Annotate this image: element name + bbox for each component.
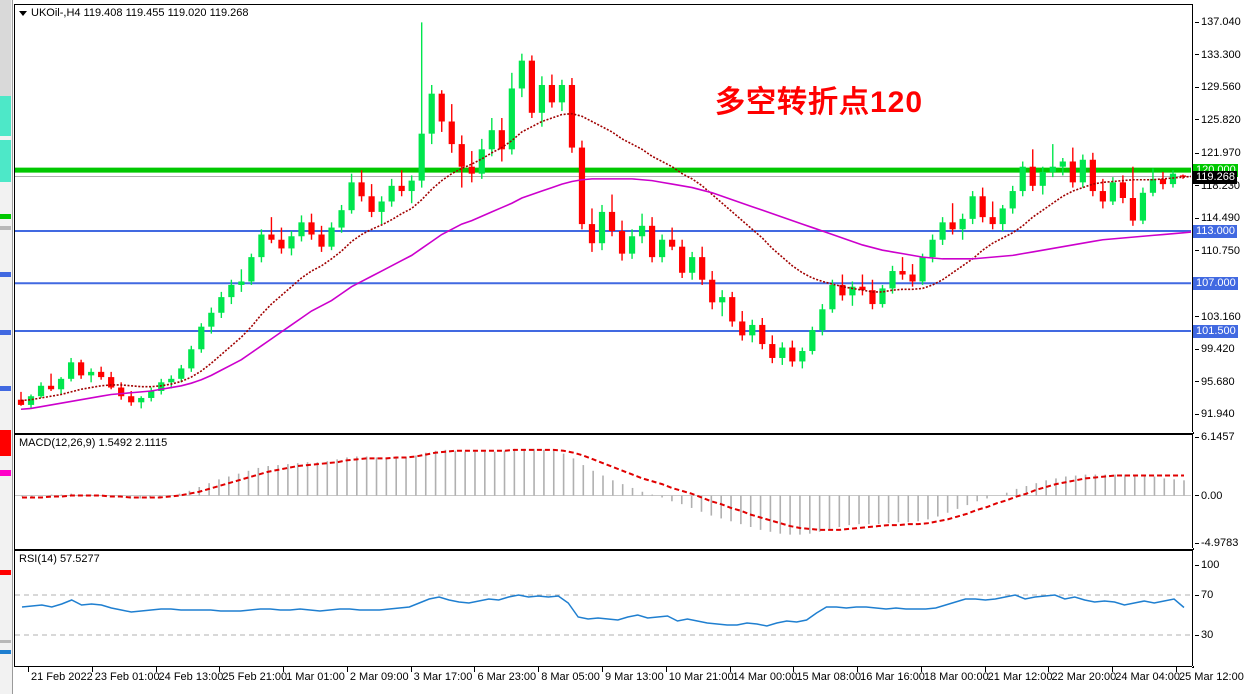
time-axis-tick — [793, 667, 795, 672]
time-axis-tick — [91, 667, 93, 672]
time-axis-label: 23 Feb 01:00 — [94, 671, 160, 683]
rsi-axis[interactable]: 100 70 30 — [1192, 550, 1246, 666]
strip-segment — [0, 96, 11, 136]
time-axis-label: 16 Mar 16:00 — [860, 671, 925, 683]
rsi-plot-area — [15, 551, 1193, 667]
axis-tick-label: 133.300 — [1195, 49, 1241, 61]
strip-segment — [0, 640, 11, 643]
rsi-axis-tick: 100 — [1195, 560, 1219, 571]
strip-segment — [0, 570, 11, 575]
price-chart-pane[interactable]: UKOil-,H4 119.408 119.455 119.020 119.26… — [14, 4, 1194, 434]
time-axis-tick — [729, 667, 731, 672]
time-axis-label: 15 Mar 08:00 — [796, 671, 862, 683]
time-axis-tick — [219, 667, 221, 672]
time-axis-label: 14 Mar 00:00 — [732, 671, 798, 683]
time-axis-label: 9 Mar 13:00 — [605, 671, 664, 683]
macd-plot-area — [15, 435, 1193, 549]
time-axis-label: 24 Feb 13:00 — [158, 671, 224, 683]
time-axis-label: 6 Mar 23:00 — [477, 671, 537, 683]
axis-tick-label: 110.750 — [1195, 245, 1240, 257]
strip-segment — [0, 330, 11, 335]
rsi-axis-tick: 30 — [1195, 630, 1213, 641]
axis-tick-label: 137.040 — [1195, 17, 1241, 28]
time-axis-tick — [665, 667, 667, 672]
time-axis-tick — [538, 667, 540, 672]
time-axis[interactable]: 21 Feb 2022 23 Feb 01:00 24 Feb 13:00 25 Fe… — [14, 666, 1244, 695]
time-axis-label: 10 Mar 21:00 — [668, 671, 734, 683]
axis-tick-label: 99.420 — [1195, 344, 1235, 355]
macd-pane-label: MACD(12,26,9) 1.5492 2.1115 — [19, 437, 168, 449]
strip-segment — [0, 140, 11, 182]
axis-tick-label: 125.820 — [1195, 114, 1241, 126]
strip-segment — [0, 430, 11, 456]
price-pane-label-text: UKOil-,H4 119.408 119.455 119.020 119.26… — [31, 7, 249, 19]
rsi-axis-tick: 70 — [1195, 590, 1213, 601]
chart-annotation: 多空转折点120 — [715, 86, 924, 119]
time-axis-label: 1 Mar 01:00 — [286, 671, 345, 683]
axis-tick-label: 103.160 — [1195, 311, 1241, 323]
time-axis-label: 24 Mar 04:00 — [1115, 671, 1181, 683]
time-axis-label: 8 Mar 05:00 — [541, 671, 600, 683]
time-axis-label: 21 Mar 12:00 — [987, 671, 1053, 683]
time-axis-label: 3 Mar 17:00 — [413, 671, 473, 683]
strip-segment — [0, 272, 11, 277]
strip-segment — [0, 650, 11, 654]
time-axis-tick — [410, 667, 412, 672]
price-level-label[interactable]: 113.000 — [1193, 225, 1237, 239]
strip-segment — [0, 214, 11, 219]
time-axis-tick — [474, 667, 476, 672]
axis-tick-label: 114.490 — [1195, 213, 1240, 224]
time-axis-tick — [283, 667, 285, 672]
strip-segment — [0, 226, 11, 230]
axis-tick-label: 91.940 — [1195, 409, 1235, 420]
price-pane-label: UKOil-,H4 119.408 119.455 119.020 119.26… — [19, 7, 249, 19]
macd-axis-tick: -4.9783 — [1195, 538, 1238, 549]
time-axis-tick — [1048, 667, 1050, 672]
axis-tick-label: 129.560 — [1195, 82, 1241, 93]
time-axis-label: 25 Mar 12:00 — [1179, 671, 1244, 683]
time-axis-tick — [346, 667, 348, 672]
price-plot-area — [15, 5, 1193, 433]
price-level-label[interactable]: 107.000 — [1193, 277, 1238, 291]
macd-axis-tick: 6.1457 — [1195, 432, 1235, 443]
triangle-down-icon[interactable] — [19, 10, 27, 16]
time-axis-tick — [1176, 667, 1177, 672]
strip-segment — [0, 470, 11, 476]
time-axis-tick — [984, 667, 986, 672]
time-axis-label: 2 Mar 09:00 — [349, 671, 409, 683]
strip-segment — [0, 0, 11, 96]
left-scale-strip — [0, 0, 13, 694]
price-level-label[interactable]: 101.500 — [1193, 325, 1238, 339]
time-axis-tick — [920, 667, 922, 672]
time-axis-label: 25 Feb 21:00 — [222, 671, 288, 683]
price-level-label[interactable]: 119.268 — [1193, 170, 1237, 184]
strip-segment — [0, 386, 11, 391]
time-axis-tick — [602, 667, 603, 672]
time-axis-tick — [28, 667, 29, 672]
time-axis-tick — [1112, 667, 1114, 672]
macd-axis[interactable]: 6.1457 0.00 -4.9783 — [1192, 432, 1246, 549]
axis-tick-label: 121.970 — [1195, 148, 1241, 159]
time-axis-label: 22 Mar 20:00 — [1051, 671, 1117, 683]
price-axis[interactable]: 137.040 133.300 129.560 125.820 121.970 118.2… — [1192, 4, 1246, 432]
rsi-pane-label: RSI(14) 57.5277 — [19, 553, 100, 565]
rsi-chart-pane[interactable]: RSI(14) 57.5277 — [14, 550, 1194, 668]
time-axis-tick — [857, 667, 859, 672]
time-axis-tick — [155, 667, 157, 672]
time-axis-label: 18 Mar 00:00 — [923, 671, 989, 683]
macd-axis-tick: 0.00 — [1195, 490, 1222, 502]
axis-tick-label: 95.680 — [1195, 376, 1235, 388]
axis-tick-label: 118.230 — [1195, 180, 1240, 192]
macd-chart-pane[interactable]: MACD(12,26,9) 1.5492 2.1115 — [14, 434, 1194, 550]
time-axis-label: 21 Feb 2022 — [31, 671, 93, 683]
